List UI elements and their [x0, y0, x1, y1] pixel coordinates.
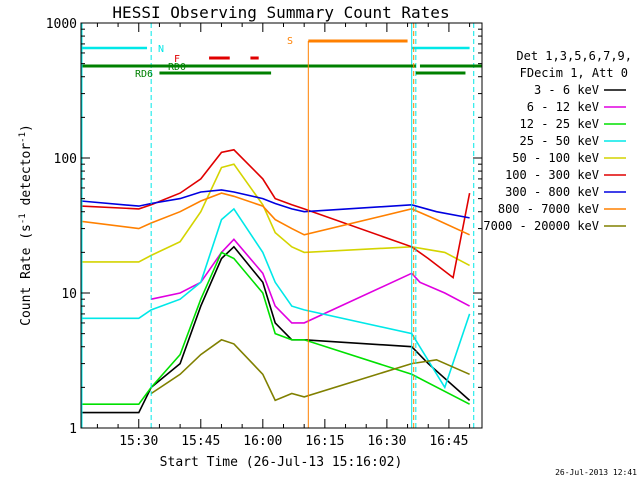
x-tick-label: 15:30 — [119, 434, 158, 449]
y-tick-label: 1 — [69, 422, 77, 437]
legend-label: 7000 - 20000 keV — [483, 219, 599, 233]
flag-label-rd0: RD0 — [168, 62, 186, 73]
legend-label: 25 - 50 keV — [520, 134, 599, 148]
x-tick-label: 16:00 — [243, 434, 282, 449]
series-line-4 — [81, 163, 470, 267]
plot-frame — [80, 22, 483, 429]
x-axis: 15:30 15:45 16:00 16:15 16:30 16:45 — [96, 23, 471, 449]
legend-label: 800 - 7000 keV — [498, 202, 599, 216]
y-tick-label: 10 — [61, 287, 77, 302]
chart-title: HESSI Observing Summary Count Rates — [112, 3, 449, 22]
series-line-5 — [81, 148, 471, 280]
y-tick-label: 100 — [54, 152, 77, 167]
flag-label-n: N — [158, 44, 164, 55]
x-axis-label: Start Time (26-Jul-13 15:16:02) — [160, 455, 403, 470]
legend-label: 3 - 6 keV — [534, 83, 599, 97]
flag-label-s: S — [287, 36, 293, 47]
legend-label: 12 - 25 keV — [520, 117, 599, 131]
legend-header-line-1: Det 1,3,5,6,7,9, — [516, 49, 632, 63]
x-tick-label: 15:45 — [181, 434, 220, 449]
series-line-3 — [81, 207, 471, 390]
legend: Det 1,3,5,6,7,9, FDecim 1, Att 0 3 - 6 k… — [483, 49, 632, 233]
y-axis-label: Count Rate (s-1 detector-1) — [18, 124, 34, 326]
series-line-6 — [81, 189, 470, 219]
legend-label: 50 - 100 keV — [512, 151, 599, 165]
flag-label-f: F — [174, 54, 180, 65]
x-tick-label: 16:30 — [367, 434, 406, 449]
y-axis: 1 10 100 1000 — [46, 17, 482, 437]
legend-header-line-2: FDecim 1, Att 0 — [520, 66, 628, 80]
flag-label-rd6: RD6 — [135, 69, 153, 80]
legend-label: 100 - 300 keV — [505, 168, 599, 182]
y-tick-label: 1000 — [46, 17, 77, 32]
legend-label: 6 - 12 keV — [527, 100, 599, 114]
series-line-7 — [81, 192, 470, 236]
x-tick-label: 16:15 — [305, 434, 344, 449]
timestamp: 26-Jul-2013 12:41 — [555, 468, 637, 477]
x-tick-label: 16:45 — [429, 434, 468, 449]
legend-label: 300 - 800 keV — [505, 185, 599, 199]
series-line-0 — [81, 245, 471, 414]
